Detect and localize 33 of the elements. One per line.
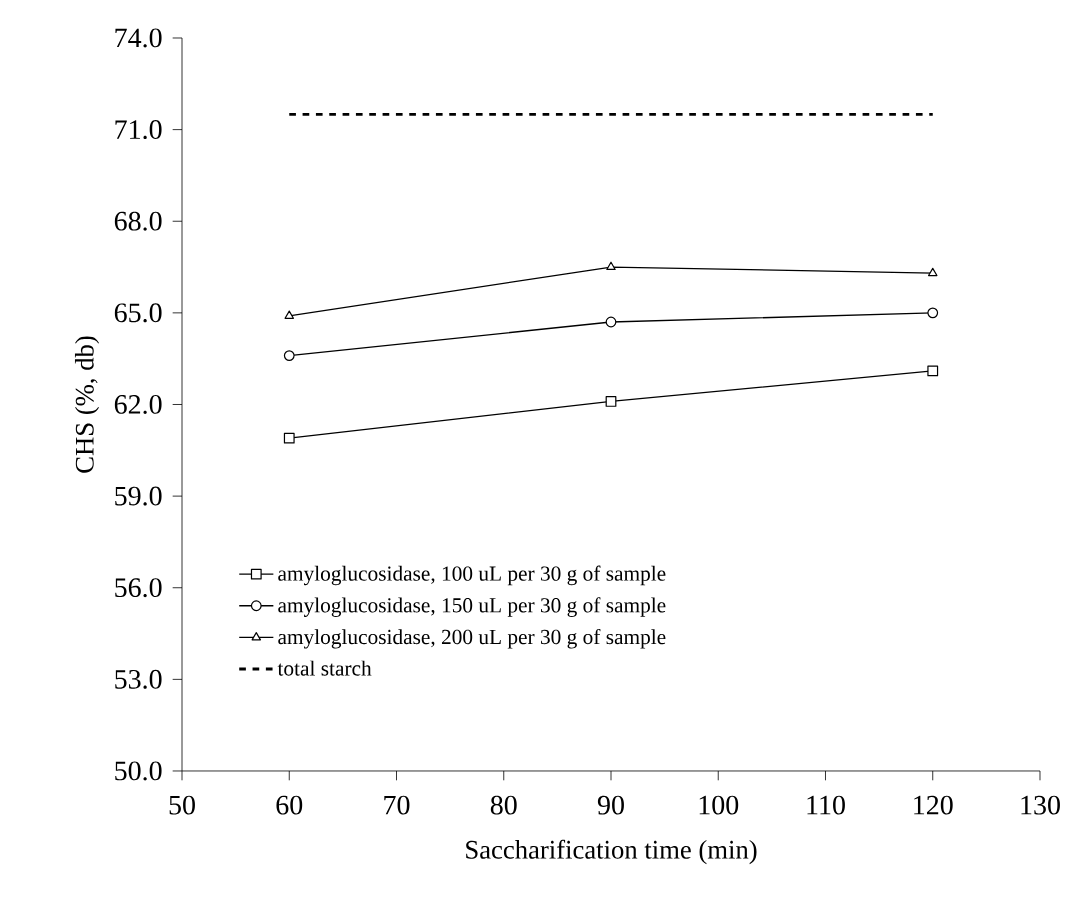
y-tick-label: 71.0 [115,120,162,140]
y-tick-label: 74.0 [115,28,162,48]
legend-label: total starch [277,660,372,676]
x-tick-label: 90 [597,795,624,815]
point [927,365,939,377]
y-tick-label: 59.0 [115,486,162,506]
legend-label: amyloglucosidase, 150 uL per 30 g of sample [278,597,666,617]
legend-label: amyloglucosidase, 100 uL per 30 g of sample [278,565,666,586]
y-tick-label: 68.0 [114,211,162,231]
x-tick-label: 70 [384,795,410,815]
point [283,350,295,362]
y-tick-label: 65.0 [114,303,162,323]
point [605,316,617,328]
legend-label: amyloglucosidase, 200 uL per 30 g of sample [278,628,666,649]
y-tick-label: 62.0 [114,394,162,414]
x-tick-label: 110 [807,795,845,815]
point [606,261,616,271]
point [283,432,295,444]
point [605,396,617,407]
x-tick-label: 120 [914,795,953,815]
point [927,307,939,319]
y-axis-title: CHS (%, db) [74,336,100,473]
y-tick-label: 56.0 [115,578,162,598]
y-tick-label: 53.0 [115,669,162,689]
x-tick-label: 130 [1021,795,1060,815]
point [284,310,295,319]
point [927,267,938,277]
x-tick-label: 100 [699,795,739,815]
x-tick-label: 80 [490,795,517,815]
x-tick-label: 60 [276,795,303,815]
x-tick-label: 50 [169,795,195,815]
y-tick-label: 50.0 [115,761,162,781]
x-axis-title: Saccharification time (min) [466,839,757,865]
